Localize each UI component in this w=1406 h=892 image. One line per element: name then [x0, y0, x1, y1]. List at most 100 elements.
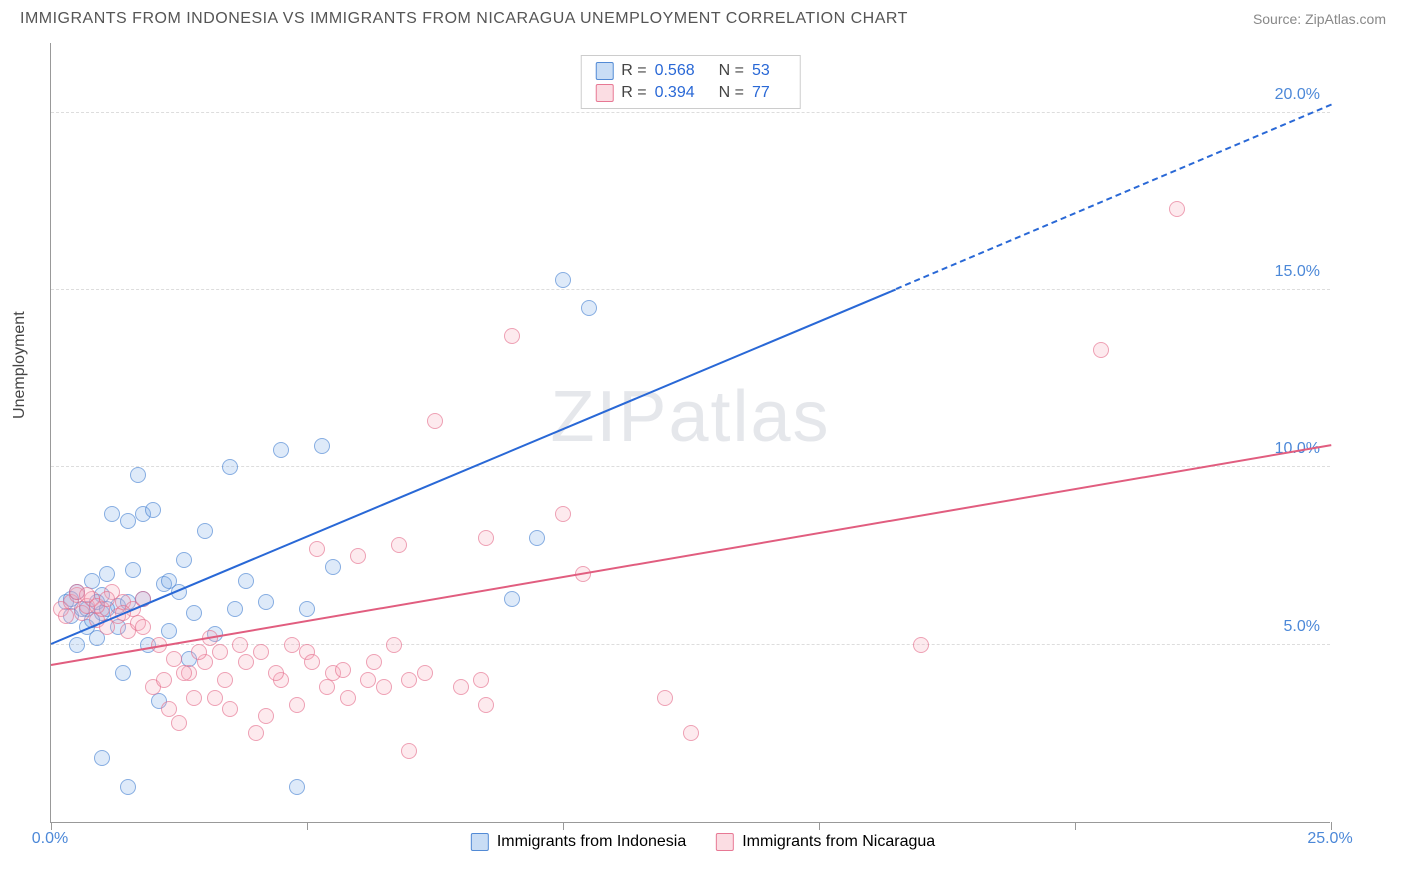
scatter-point	[161, 623, 177, 639]
scatter-point	[453, 679, 469, 695]
scatter-point	[417, 665, 433, 681]
scatter-point	[130, 467, 146, 483]
y-tick-label: 5.0%	[1284, 618, 1320, 636]
scatter-point	[222, 701, 238, 717]
x-tick-label: 25.0%	[1307, 830, 1352, 848]
scatter-point	[120, 513, 136, 529]
scatter-point	[366, 654, 382, 670]
n-label-s1: N =	[719, 62, 744, 80]
scatter-point	[376, 679, 392, 695]
scatter-point	[325, 559, 341, 575]
scatter-point	[58, 608, 74, 624]
scatter-point	[284, 637, 300, 653]
scatter-point	[161, 573, 177, 589]
scatter-point	[217, 672, 233, 688]
scatter-point	[212, 644, 228, 660]
x-tick	[563, 822, 564, 830]
scatter-point	[478, 697, 494, 713]
r-value-s2: 0.394	[655, 84, 695, 102]
scatter-point	[504, 328, 520, 344]
scatter-point	[161, 701, 177, 717]
scatter-point	[176, 552, 192, 568]
n-label-s2: N =	[719, 84, 744, 102]
scatter-point	[166, 651, 182, 667]
scatter-point	[504, 591, 520, 607]
legend-label-s2: Immigrants from Nicaragua	[742, 833, 935, 851]
scatter-point	[581, 300, 597, 316]
key-square-s2	[595, 84, 613, 102]
trend-line	[895, 104, 1331, 290]
scatter-point	[99, 566, 115, 582]
watermark-zip: ZIP	[550, 377, 668, 457]
scatter-point	[232, 637, 248, 653]
scatter-point	[145, 502, 161, 518]
scatter-point	[386, 637, 402, 653]
scatter-point	[156, 672, 172, 688]
scatter-point	[555, 506, 571, 522]
x-tick	[307, 822, 308, 830]
x-tick	[1331, 822, 1332, 830]
legend-item-s2: Immigrants from Nicaragua	[716, 833, 935, 851]
scatter-point	[1169, 201, 1185, 217]
scatter-point	[391, 537, 407, 553]
scatter-point	[125, 562, 141, 578]
scatter-point	[657, 690, 673, 706]
scatter-point	[913, 637, 929, 653]
scatter-point	[299, 601, 315, 617]
gridline-h	[51, 112, 1330, 113]
source: Source: ZipAtlas.com	[1253, 11, 1386, 27]
scatter-point	[683, 725, 699, 741]
stats-row-s1: R = 0.568 N = 53	[595, 60, 786, 82]
x-tick	[51, 822, 52, 830]
scatter-point	[309, 541, 325, 557]
legend-label-s1: Immigrants from Indonesia	[497, 833, 686, 851]
legend-item-s1: Immigrants from Indonesia	[471, 833, 686, 851]
key-square-s1	[595, 62, 613, 80]
scatter-point	[478, 530, 494, 546]
scatter-point	[227, 601, 243, 617]
scatter-point	[191, 644, 207, 660]
scatter-point	[186, 605, 202, 621]
scatter-point	[197, 523, 213, 539]
scatter-point	[360, 672, 376, 688]
scatter-point	[171, 715, 187, 731]
n-value-s2: 77	[752, 84, 770, 102]
x-tick-label: 0.0%	[32, 830, 68, 848]
scatter-point	[427, 413, 443, 429]
scatter-point	[253, 644, 269, 660]
source-name: ZipAtlas.com	[1305, 11, 1386, 27]
chart-title: IMMIGRANTS FROM INDONESIA VS IMMIGRANTS …	[20, 10, 908, 28]
scatter-point	[104, 506, 120, 522]
scatter-point	[401, 743, 417, 759]
scatter-point	[304, 654, 320, 670]
x-tick	[819, 822, 820, 830]
plot-region: ZIPatlas R = 0.568 N = 53 R = 0.394 N = …	[50, 43, 1330, 823]
scatter-point	[289, 697, 305, 713]
scatter-point	[529, 530, 545, 546]
scatter-point	[314, 438, 330, 454]
scatter-point	[473, 672, 489, 688]
stats-row-s2: R = 0.394 N = 77	[595, 82, 786, 104]
scatter-point	[273, 442, 289, 458]
stats-legend-box: R = 0.568 N = 53 R = 0.394 N = 77	[580, 55, 801, 109]
scatter-point	[222, 459, 238, 475]
scatter-point	[69, 637, 85, 653]
watermark-atlas: atlas	[668, 377, 830, 457]
scatter-point	[319, 679, 335, 695]
scatter-point	[238, 573, 254, 589]
r-label-s1: R =	[621, 62, 646, 80]
source-label: Source:	[1253, 11, 1305, 27]
chart-area: Unemployment ZIPatlas R = 0.568 N = 53 R…	[0, 33, 1406, 873]
legend-swatch-s1	[471, 833, 489, 851]
scatter-point	[115, 665, 131, 681]
trend-line	[51, 444, 1331, 666]
scatter-point	[268, 665, 284, 681]
y-tick-label: 15.0%	[1275, 263, 1320, 281]
r-value-s1: 0.568	[655, 62, 695, 80]
scatter-point	[350, 548, 366, 564]
scatter-point	[120, 779, 136, 795]
r-label-s2: R =	[621, 84, 646, 102]
scatter-point	[207, 690, 223, 706]
n-value-s1: 53	[752, 62, 770, 80]
gridline-h	[51, 466, 1330, 467]
